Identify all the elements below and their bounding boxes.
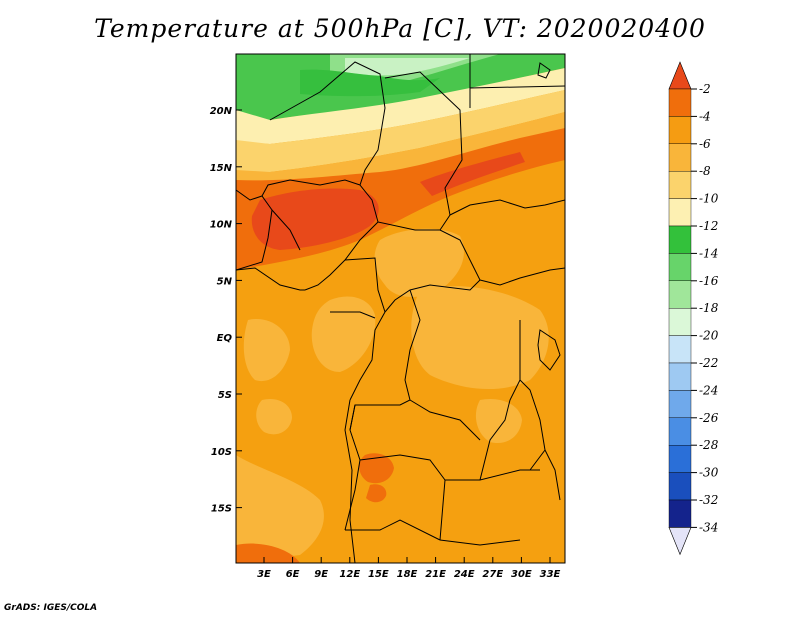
lat-tick-label: 5S [218,390,232,401]
lat-tick-label: 10N [210,220,233,231]
colorbar-label: -24 [699,383,718,397]
lon-tick-label: 15E [368,569,389,580]
colorbar-segment [668,362,692,391]
colorbar-label: -16 [699,274,719,288]
colorbar-label: -12 [699,219,718,233]
colorbar-segment [668,198,692,227]
lat-tick-label: EQ [217,333,233,344]
lon-tick-label: 6E [286,569,300,580]
colorbar-label: -20 [699,329,719,343]
colorbar-label: -28 [699,438,719,452]
colorbar-label: -8 [699,164,711,178]
lon-tick-label: 33E [540,569,561,580]
colorbar-segment [668,253,692,281]
colorbar-label: -34 [699,520,718,534]
colorbar-segment [668,225,692,254]
lat-tick-label: 10S [211,447,232,458]
colorbar-label: -2 [699,82,711,96]
lon-tick-label: 24E [454,569,475,580]
colorbar-segment [668,390,692,418]
longitude-axis: 3E 6E 9E 12E 15E 18E 21E 24E 27E 30E 33E [257,557,561,580]
colorbar-segment [668,170,692,199]
lon-tick-label: 30E [511,569,532,580]
colorbar-label: -18 [699,301,719,315]
lat-tick-label: 15N [210,163,233,174]
lon-tick-label: 18E [397,569,418,580]
footer-credit: GrADS: IGES/COLA [4,603,98,613]
colorbar-label: -30 [699,466,719,480]
colorbar-segment [668,499,692,528]
colorbar-segment [668,88,692,117]
colorbar-bottom-arrow [668,527,692,556]
colorbar-segment [668,116,692,145]
country-borders [236,54,565,563]
map-frame [235,53,566,564]
colorbar-segment [668,417,692,446]
lon-tick-label: 21E [425,569,446,580]
colorbar-segment [668,280,692,309]
lat-tick-label: 5N [217,276,233,287]
colorbar-label: -4 [699,109,711,123]
colorbar-segment [668,472,692,501]
colorbar-segment [668,335,692,364]
lon-tick-label: 9E [314,569,328,580]
lon-tick-label: 27E [482,569,503,580]
chart-title: Temperature at 500hPa [C], VT: 202002040… [94,14,706,43]
colorbar-label: -22 [699,356,718,370]
colorbar-segment [668,308,692,336]
colorbar-top-arrow [668,61,692,90]
lat-tick-label: 15S [211,504,232,515]
colorbar-label: -14 [699,246,718,260]
lon-tick-label: 12E [339,569,360,580]
latitude-axis: 20N 15N 10N 5N EQ 5S 10S 15S [210,106,242,515]
colorbar-segment [668,445,692,473]
lon-tick-label: 3E [257,569,271,580]
colorbar: -2 -4 -6 -8 -10 -12 -14 -16 -18 -20 -22 -24 -26 -28 -3… [668,61,719,556]
colorbar-label: -10 [699,192,719,206]
colorbar-label: -32 [699,493,718,507]
colorbar-label: -26 [699,411,719,425]
colorbar-label: -6 [699,137,711,151]
temperature-field [236,54,565,563]
lat-tick-label: 20N [210,106,233,117]
colorbar-segment [668,143,692,172]
